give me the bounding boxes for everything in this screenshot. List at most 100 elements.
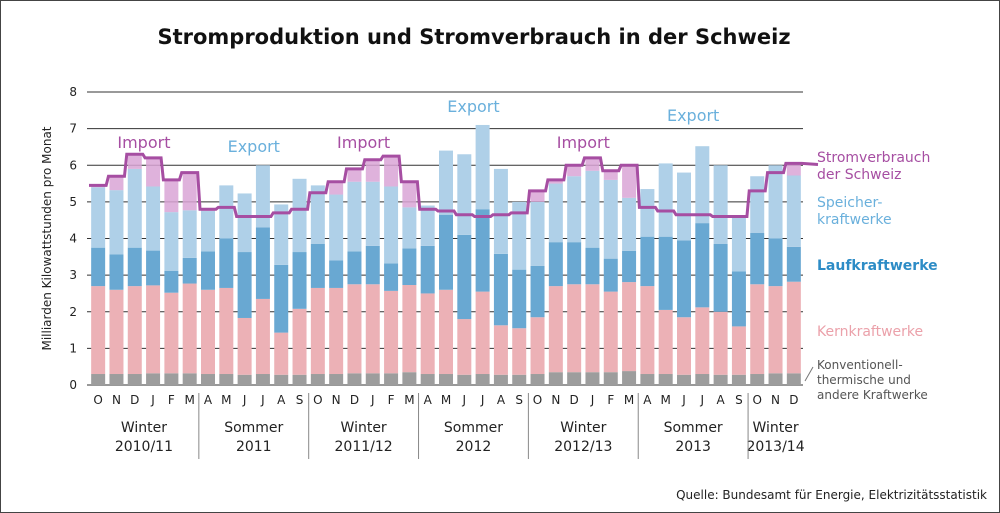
legend-konventionell: thermische und bbox=[817, 373, 911, 387]
bar-lauf bbox=[750, 233, 765, 285]
legend-kern: Kernkraftwerke bbox=[817, 324, 923, 340]
x-tick-label: O bbox=[753, 393, 762, 407]
bar-kern bbox=[146, 285, 161, 374]
group-label: 2011/12 bbox=[335, 439, 393, 455]
x-tick-label: N bbox=[771, 393, 780, 407]
y-tick-label: 6 bbox=[69, 158, 77, 172]
x-tick-label: J bbox=[150, 393, 155, 407]
import-shade bbox=[347, 168, 362, 182]
group-label: Winter bbox=[560, 420, 606, 436]
bar-konventionell bbox=[695, 374, 710, 385]
bar-speicher bbox=[548, 183, 563, 243]
bar-lauf bbox=[475, 209, 490, 292]
x-tick-label: A bbox=[497, 393, 506, 407]
bar-speicher bbox=[310, 185, 325, 244]
bar-lauf bbox=[310, 243, 325, 288]
bar-kern bbox=[622, 282, 637, 372]
y-tick-label: 4 bbox=[69, 232, 77, 246]
bar-lauf bbox=[622, 250, 637, 283]
bar-lauf bbox=[255, 227, 270, 299]
bar-kern bbox=[329, 287, 344, 375]
legend-konventionell: andere Kraftwerke bbox=[817, 388, 928, 402]
bar-speicher bbox=[786, 175, 801, 247]
x-tick-label: J bbox=[462, 393, 467, 407]
bar-lauf bbox=[219, 238, 234, 288]
import-shade bbox=[622, 165, 637, 198]
x-tick-label: J bbox=[681, 393, 686, 407]
y-tick-label: 1 bbox=[69, 341, 77, 355]
bar-speicher bbox=[512, 201, 527, 270]
bar-lauf bbox=[329, 260, 344, 288]
annotation-import: Import bbox=[337, 133, 390, 152]
bar-kern bbox=[750, 284, 765, 375]
bar-konventionell bbox=[237, 374, 252, 385]
bar-konventionell bbox=[457, 374, 472, 385]
bar-speicher bbox=[164, 212, 179, 271]
annotation-export: Export bbox=[667, 106, 719, 125]
x-tick-label: N bbox=[332, 393, 341, 407]
import-shade bbox=[127, 154, 142, 169]
bar-speicher bbox=[402, 207, 417, 249]
x-tick-label: D bbox=[570, 393, 579, 407]
bar-lauf bbox=[365, 245, 380, 285]
bar-konventionell bbox=[127, 374, 142, 385]
bar-konventionell bbox=[658, 374, 673, 385]
x-tick-label: O bbox=[533, 393, 542, 407]
bar-konventionell bbox=[493, 374, 508, 385]
bar-lauf bbox=[457, 234, 472, 320]
bar-kern bbox=[640, 286, 655, 375]
bar-lauf bbox=[201, 251, 215, 290]
bar-kern bbox=[768, 286, 783, 374]
legend-konventionell: Konventionell- bbox=[817, 358, 903, 372]
bar-speicher bbox=[292, 178, 307, 253]
bar-kern bbox=[548, 286, 563, 373]
group-label: Winter bbox=[121, 420, 167, 436]
bar-kern bbox=[420, 293, 435, 375]
x-tick-label: O bbox=[93, 393, 102, 407]
bar-kern bbox=[365, 284, 380, 374]
bar-kern bbox=[274, 332, 289, 375]
bar-kern bbox=[292, 308, 307, 375]
bar-lauf bbox=[548, 242, 563, 287]
annotation-export: Export bbox=[228, 137, 280, 156]
bar-konventionell bbox=[365, 373, 380, 385]
bar-speicher bbox=[347, 181, 362, 252]
bar-speicher bbox=[439, 150, 453, 215]
bar-speicher bbox=[201, 211, 215, 252]
x-tick-label: M bbox=[441, 393, 451, 407]
bar-konventionell bbox=[164, 373, 179, 385]
import-shade bbox=[329, 181, 344, 195]
bar-kern bbox=[457, 319, 472, 375]
bar-speicher bbox=[384, 186, 399, 264]
bar-speicher bbox=[695, 146, 710, 224]
bar-kern bbox=[237, 317, 252, 375]
bar-kern bbox=[475, 291, 490, 375]
import-shade bbox=[567, 165, 582, 177]
bar-speicher bbox=[585, 170, 600, 248]
bar-konventionell bbox=[310, 374, 325, 385]
import-shade bbox=[585, 157, 600, 171]
bar-konventionell bbox=[768, 373, 783, 385]
x-tick-label: M bbox=[404, 393, 414, 407]
bar-kern bbox=[310, 287, 325, 375]
bar-lauf bbox=[713, 243, 728, 312]
annotation-import: Import bbox=[557, 133, 610, 152]
bar-kern bbox=[493, 325, 508, 375]
import-shade bbox=[365, 159, 380, 182]
bar-lauf bbox=[402, 248, 417, 286]
bar-konventionell bbox=[292, 374, 307, 385]
group-label: 2013 bbox=[675, 439, 711, 455]
bar-lauf bbox=[731, 271, 746, 327]
legend-lauf: Laufkraftwerke bbox=[817, 258, 938, 274]
legend-verbrauch: Stromverbrauch bbox=[817, 150, 930, 166]
consumption-line bbox=[89, 152, 819, 219]
bar-speicher bbox=[457, 154, 472, 235]
x-tick-label: J bbox=[590, 393, 595, 407]
bar-konventionell bbox=[713, 374, 728, 385]
bar-speicher bbox=[713, 165, 728, 244]
bar-kern bbox=[695, 307, 710, 375]
x-tick-label: A bbox=[204, 393, 213, 407]
bar-lauf bbox=[274, 264, 289, 333]
